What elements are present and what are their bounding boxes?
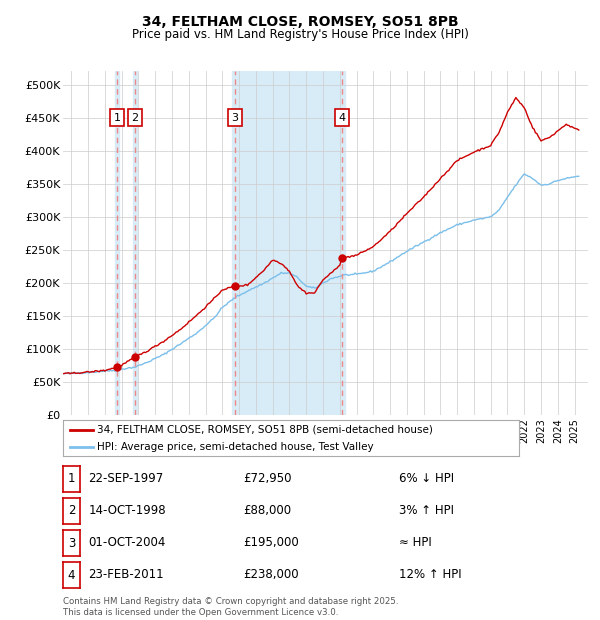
Text: 4: 4 [68, 569, 75, 582]
Text: £195,000: £195,000 [243, 536, 299, 549]
Text: 22-SEP-1997: 22-SEP-1997 [88, 472, 163, 484]
Bar [232, 71, 344, 415]
Text: 4: 4 [338, 113, 346, 123]
Text: 6% ↓ HPI: 6% ↓ HPI [399, 472, 454, 484]
Text: 1: 1 [113, 113, 121, 123]
Text: £88,000: £88,000 [243, 504, 291, 516]
Text: £238,000: £238,000 [243, 569, 299, 581]
Text: ≈ HPI: ≈ HPI [399, 536, 432, 549]
Text: Contains HM Land Registry data © Crown copyright and database right 2025.
This d: Contains HM Land Registry data © Crown c… [63, 598, 398, 617]
Text: 2: 2 [131, 113, 139, 123]
Text: 34, FELTHAM CLOSE, ROMSEY, SO51 8PB (semi-detached house): 34, FELTHAM CLOSE, ROMSEY, SO51 8PB (sem… [97, 425, 433, 435]
Text: 3: 3 [68, 537, 75, 549]
Text: 01-OCT-2004: 01-OCT-2004 [88, 536, 166, 549]
Text: 12% ↑ HPI: 12% ↑ HPI [399, 569, 461, 581]
Bar [133, 71, 137, 415]
Text: 3: 3 [232, 113, 238, 123]
Text: 2: 2 [68, 505, 75, 517]
Text: £72,950: £72,950 [243, 472, 292, 484]
Text: 1: 1 [68, 472, 75, 485]
Text: Price paid vs. HM Land Registry's House Price Index (HPI): Price paid vs. HM Land Registry's House … [131, 28, 469, 41]
Text: 3% ↑ HPI: 3% ↑ HPI [399, 504, 454, 516]
Bar [115, 71, 119, 415]
Text: HPI: Average price, semi-detached house, Test Valley: HPI: Average price, semi-detached house,… [97, 442, 374, 452]
Text: 14-OCT-1998: 14-OCT-1998 [88, 504, 166, 516]
Text: 23-FEB-2011: 23-FEB-2011 [88, 569, 164, 581]
Text: 34, FELTHAM CLOSE, ROMSEY, SO51 8PB: 34, FELTHAM CLOSE, ROMSEY, SO51 8PB [142, 16, 458, 30]
